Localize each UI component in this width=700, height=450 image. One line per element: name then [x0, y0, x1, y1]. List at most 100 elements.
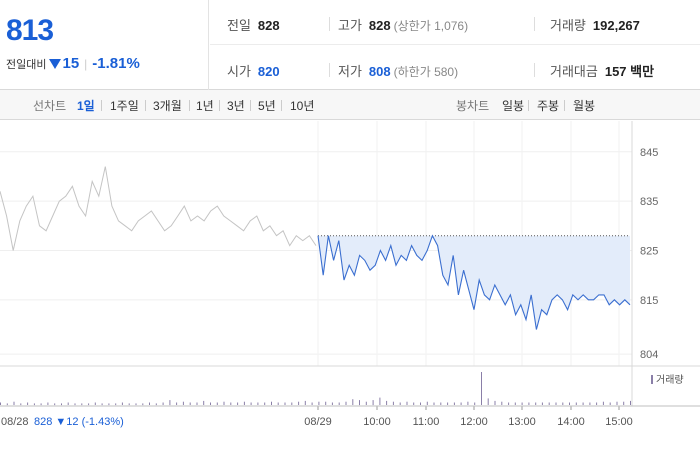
- y-axis-ticks: 845 835 825 815 804: [640, 147, 658, 361]
- volume-legend: 거래량: [656, 374, 684, 386]
- stat-prev-close: 전일 828: [227, 15, 280, 34]
- volume-bar: [264, 402, 266, 405]
- volume-bar: [223, 401, 225, 405]
- volume-bar: [379, 397, 381, 405]
- line-chart-label: 선차트: [33, 99, 67, 113]
- stat-value: 828: [257, 18, 280, 33]
- volume-bar: [155, 403, 157, 406]
- change-value: 15: [62, 55, 80, 72]
- stat-label: 거래대금: [550, 64, 598, 79]
- volume-bar: [237, 402, 239, 405]
- volume-bar: [447, 402, 449, 405]
- stat-value: 157 백만: [604, 64, 655, 79]
- volume-bar: [67, 402, 69, 405]
- volume-bar: [61, 403, 62, 406]
- volume-bar: [474, 402, 476, 405]
- volume-bar: [13, 401, 15, 405]
- period-bar: 선차트 1일 1주일 3개월 1년 3년 5년 10년 봉차트 일봉 주봉 월봉: [0, 90, 700, 120]
- range-divider: [189, 100, 190, 111]
- volume-bar: [365, 401, 367, 405]
- range-5y-tab[interactable]: 5년: [258, 99, 276, 113]
- stat-sub: (상한가 1,076): [393, 19, 469, 33]
- volume-bar: [47, 402, 49, 405]
- volume-bar: [325, 401, 327, 405]
- price-chart[interactable]: 845 835 825 815 804 08/29 10:00 11:00 12:00 13:0…: [0, 121, 700, 450]
- volume-bar: [386, 400, 388, 405]
- volume-bar: [352, 399, 354, 405]
- quote-header: 813 전일대비 15 | -1.81% 전일 828 고가 828 (상한가 1,0…: [0, 0, 700, 90]
- volume-bar: [426, 401, 428, 405]
- volume-bar: [623, 401, 625, 405]
- volume-bar: [609, 402, 611, 405]
- range-divider: [219, 100, 220, 111]
- volume-bar: [304, 400, 306, 405]
- volume-bar: [433, 402, 435, 405]
- volume-bar: [0, 402, 1, 405]
- candle-monthly-tab[interactable]: 월봉: [573, 99, 596, 113]
- range-3y-tab[interactable]: 3년: [227, 99, 245, 113]
- stat-label: 시가: [227, 64, 251, 79]
- volume-bar: [271, 401, 272, 405]
- candle-daily-tab[interactable]: 일봉: [502, 99, 525, 113]
- stats-row-divider: [210, 44, 700, 45]
- x-axis-labels: 08/29 10:00 11:00 12:00 13:00 14:00 15:00 08/28…: [1, 406, 633, 428]
- volume-bar: [481, 372, 482, 405]
- range-1y-tab[interactable]: 1년: [196, 99, 214, 113]
- volume-bar: [176, 402, 178, 405]
- volume-bar: [277, 402, 279, 405]
- x-tick-label: 08/29: [304, 416, 332, 428]
- volume-bar: [162, 402, 164, 405]
- stat-open: 시가 820: [227, 61, 280, 80]
- volume-bar: [149, 402, 150, 405]
- volume-bar: [453, 402, 455, 405]
- y-tick-label: 825: [640, 246, 658, 258]
- volume-bar: [582, 402, 584, 405]
- y-tick-label: 815: [640, 295, 658, 307]
- volume-bar: [338, 402, 340, 405]
- volume-bar: [569, 402, 570, 405]
- volume-bar: [33, 403, 35, 406]
- range-3m-tab[interactable]: 3개월: [153, 99, 182, 113]
- stats-panel: 전일 828 고가 828 (상한가 1,076) 거래량 192,267 시가 820 …: [210, 0, 700, 90]
- range-10y-tab[interactable]: 10년: [290, 99, 315, 113]
- volume-bar: [575, 402, 577, 405]
- volume-bar: [630, 400, 631, 405]
- stat-volume: 거래량 192,267: [550, 15, 640, 34]
- stat-divider: [329, 63, 330, 77]
- volume-bar: [372, 400, 374, 406]
- candle-weekly-tab[interactable]: 주봉: [537, 99, 560, 113]
- stat-label: 거래량: [550, 18, 586, 33]
- volume-bar: [6, 403, 8, 406]
- volume-bar: [555, 402, 557, 405]
- volume-bar: [230, 402, 232, 405]
- range-1d-tab[interactable]: 1일: [77, 99, 95, 113]
- range-divider: [564, 100, 565, 111]
- volume-bar: [345, 401, 347, 405]
- volume-bar: [440, 402, 442, 405]
- volume-bar: [243, 401, 245, 405]
- volume-bar: [128, 403, 130, 406]
- volume-bar: [182, 401, 184, 405]
- stat-value: 820: [257, 64, 280, 79]
- volume-bar: [514, 402, 516, 405]
- change-label: 전일대비: [6, 58, 47, 71]
- stat-amount: 거래대금 157 백만: [550, 61, 654, 80]
- y-tick-label: 804: [640, 349, 658, 361]
- range-1w-tab[interactable]: 1주일: [110, 99, 139, 113]
- volume-bar: [494, 400, 496, 405]
- volume-bar: [589, 402, 591, 405]
- volume-bar: [54, 403, 56, 406]
- stat-label: 전일: [227, 18, 251, 33]
- volume-bar: [94, 402, 96, 405]
- volume-bar: [359, 400, 360, 406]
- volume-bar: [420, 402, 421, 405]
- change-row: 전일대비 15 | -1.81%: [6, 55, 140, 72]
- volume-bar: [203, 400, 205, 405]
- current-price: 813: [6, 14, 54, 47]
- x-tick-label: 15:00: [605, 416, 633, 428]
- volume-bar: [298, 401, 300, 405]
- x-tick-label: 10:00: [363, 416, 391, 428]
- volume-bar: [616, 401, 618, 405]
- below-reference-fill: [318, 235, 630, 330]
- down-arrow-icon: [49, 58, 62, 69]
